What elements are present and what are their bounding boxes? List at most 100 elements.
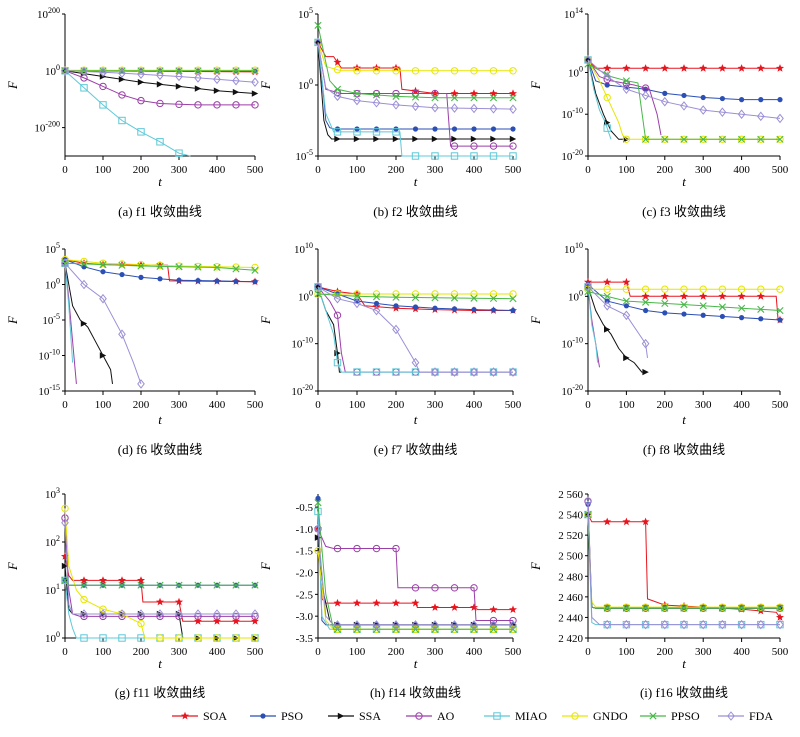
series-marker-SSA [431,135,439,143]
series-marker-PPSO [213,581,221,589]
x-tick-label: 400 [209,164,226,176]
y-tick-label: 1010 [294,241,313,256]
series-marker-PPSO [489,294,498,303]
series-marker-FDA [680,619,688,630]
series-marker-FDA [156,609,164,619]
series-marker-PSO [719,313,726,320]
series-marker-PPSO [699,302,707,310]
y-axis-title: F [528,80,543,90]
x-tick-label: 0 [585,399,591,411]
series-marker-PSO [471,306,477,313]
legend-item-GNDO: GNDO [562,709,628,723]
series-marker-FDA [175,71,183,82]
x-tick-label: 200 [388,646,405,658]
series-marker-GNDO [156,261,164,270]
series-marker-PPSO [470,294,478,302]
series-marker-PPSO [489,94,498,102]
series-marker-PSO [119,271,125,278]
series-marker-AO [450,142,459,150]
y-tick-label: 100 [45,63,60,78]
panel-caption: (h) f14 收敛曲线 [370,685,461,700]
series-marker-FDA [194,609,202,619]
series-marker-AO [431,89,439,98]
x-axis-title: t [682,412,686,427]
x-tick-label: 500 [247,164,264,176]
series-marker-PSO [681,311,687,317]
series-marker-FDA [372,97,381,108]
series-marker-PSO [214,278,220,284]
series-marker-PPSO [622,77,630,85]
series-marker-PSO [373,300,380,307]
series-marker-GNDO [450,67,459,75]
series-marker-FDA [584,55,592,65]
legend-item-SSA: SSA [328,709,381,723]
series-marker-SOA [660,292,669,300]
series-marker-FDA [137,379,145,389]
series-marker-PPSO [776,135,784,143]
series-line-MIAO [587,59,612,140]
series-marker-SOA [641,64,650,72]
series-marker-FDA [333,293,342,304]
series-marker-PPSO [776,306,784,315]
x-axis-title: t [682,174,686,189]
series-marker-GNDO [194,262,202,271]
series-marker-SSA [470,135,478,143]
series-marker-FDA [99,293,107,304]
series-marker-PSO [451,126,458,132]
x-tick-label: 400 [733,164,750,176]
series-marker-MIAO [156,138,164,146]
series-marker-PPSO [392,92,400,100]
chart-panel-6: 0 100 200 300 400 500 1010 100 10-10 10-20 Ft (f) f… [528,241,789,457]
series-marker-PSO [354,298,360,304]
series-marker-FDA [99,609,107,619]
series-marker-SSA [334,135,341,143]
series-marker-FDA [489,103,498,114]
series-marker-MIAO [431,152,439,160]
series-marker-GNDO [622,135,631,143]
series-marker-FDA [431,367,439,377]
series-line-AO [64,70,255,106]
series-line-MIAO [587,286,599,363]
y-tick-label: 100 [298,288,313,303]
x-tick-label: 200 [657,646,674,658]
series-marker-PPSO [251,67,259,75]
series-marker-SOA [718,292,727,300]
series-marker-SOA [333,58,342,66]
y-tick-label: 2 520 [558,530,583,542]
series-marker-SOA [622,517,631,526]
series-marker-SOA [353,598,361,607]
series-marker-MIAO [450,152,459,160]
series-marker-SOA [80,576,88,584]
x-tick-label: 100 [95,164,112,176]
series-marker-PPSO [194,263,202,271]
y-tick-label: -2.0 [296,568,314,580]
series-marker-PPSO [392,293,400,301]
x-tick-label: 500 [247,646,264,658]
series-marker-PSO [510,126,516,132]
series-marker-MIAO [80,634,88,642]
series-marker-FDA [660,619,669,630]
legend-marker [337,712,345,720]
series-line-GNDO [587,514,780,608]
panel-caption: (a) f1 收敛曲线 [118,204,202,219]
y-axis-title: F [5,80,20,90]
series-marker-FDA [251,77,259,87]
series-marker-FDA [392,100,400,110]
series-marker-GNDO [737,285,746,293]
y-axis-title: F [258,561,273,571]
legend-label: SSA [359,709,381,723]
legend-marker [649,712,657,720]
series-marker-SOA [699,64,708,72]
x-tick-label: 300 [695,164,712,176]
series-marker-SOA [718,64,727,72]
y-tick-label: 10-5 [42,312,60,327]
legend-marker [571,712,579,720]
series-marker-GNDO [392,67,400,75]
series-marker-AO [372,89,381,98]
series-marker-SOA [333,598,342,607]
y-tick-label: -2.5 [296,589,314,601]
x-tick-label: 100 [618,399,635,411]
x-axis-title: t [158,656,162,671]
series-marker-AO [353,544,361,553]
